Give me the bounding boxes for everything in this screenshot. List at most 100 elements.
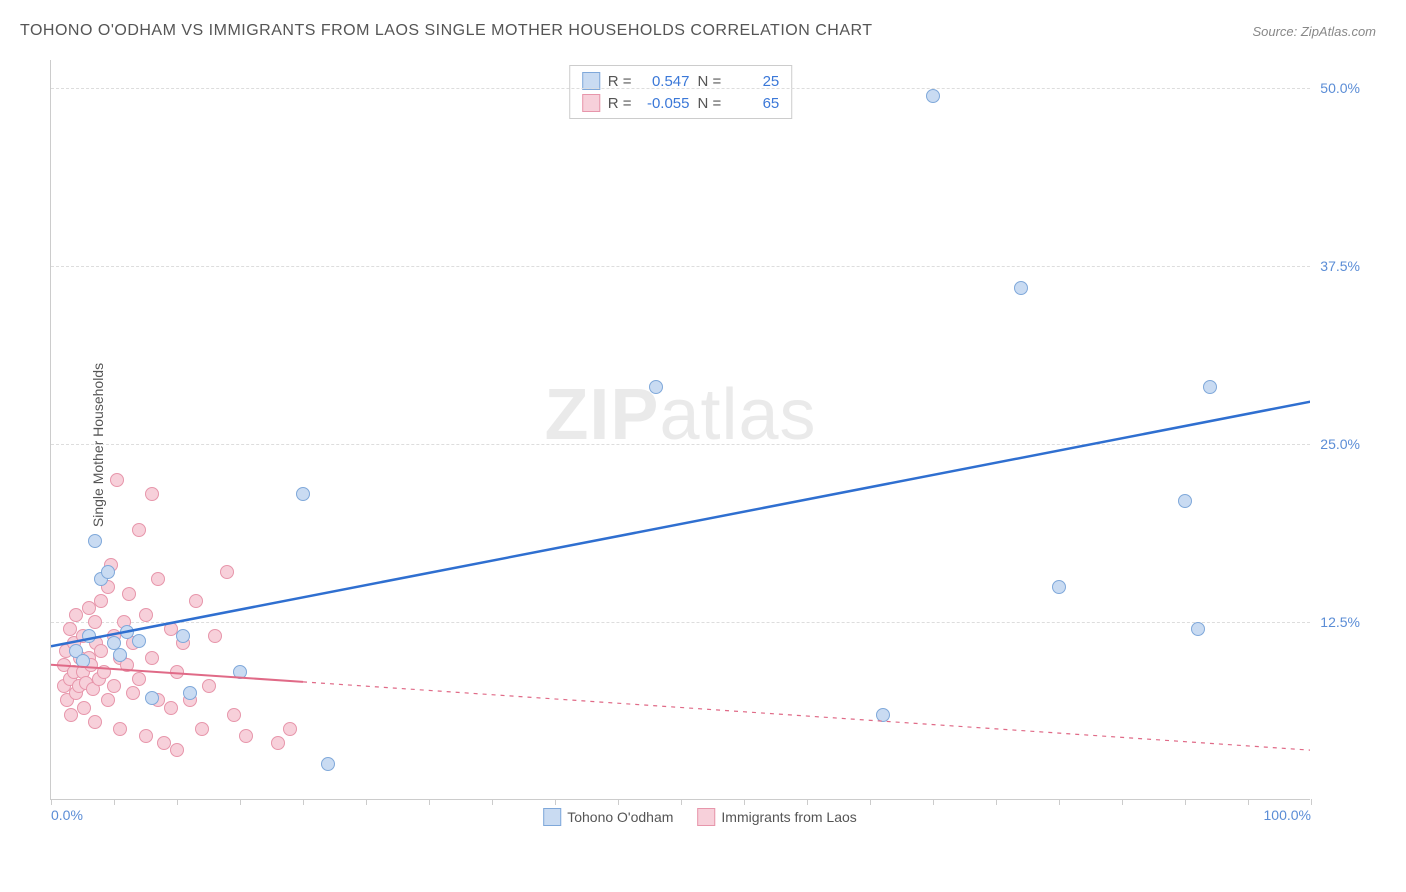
r-label: R = (608, 95, 632, 112)
x-tick (681, 799, 682, 805)
x-tick (177, 799, 178, 805)
series-legend: Tohono O'odham Immigrants from Laos (543, 808, 857, 826)
data-point (1178, 494, 1192, 508)
x-tick (1122, 799, 1123, 805)
x-tick (807, 799, 808, 805)
data-point (296, 487, 310, 501)
legend-swatch-1b (543, 808, 561, 826)
data-point (120, 625, 134, 639)
chart-area: Single Mother Households ZIPatlas R = 0.… (50, 60, 1350, 830)
data-point (233, 665, 247, 679)
legend-item-1: Tohono O'odham (543, 808, 673, 826)
legend-swatch-2 (582, 94, 600, 112)
n-value-2: 65 (729, 95, 779, 112)
x-tick (51, 799, 52, 805)
data-point (926, 89, 940, 103)
n-label: N = (698, 73, 722, 90)
data-point (1203, 380, 1217, 394)
chart-container: TOHONO O'ODHAM VS IMMIGRANTS FROM LAOS S… (0, 0, 1406, 892)
data-point (77, 701, 91, 715)
data-point (876, 708, 890, 722)
data-point (649, 380, 663, 394)
data-point (82, 629, 96, 643)
data-point (1191, 622, 1205, 636)
data-point (283, 722, 297, 736)
legend-swatch-2b (697, 808, 715, 826)
data-point (176, 629, 190, 643)
data-point (110, 473, 124, 487)
x-tick (240, 799, 241, 805)
data-point (132, 672, 146, 686)
x-tick (1185, 799, 1186, 805)
legend-item-2: Immigrants from Laos (697, 808, 856, 826)
x-tick (870, 799, 871, 805)
x-tick (114, 799, 115, 805)
y-tick-label: 50.0% (1315, 80, 1360, 96)
x-tick-label-right: 100.0% (1264, 807, 1311, 823)
data-point (239, 729, 253, 743)
data-point (195, 722, 209, 736)
data-point (164, 701, 178, 715)
data-point (101, 693, 115, 707)
legend-label-1: Tohono O'odham (567, 809, 673, 825)
data-point (151, 572, 165, 586)
x-tick (555, 799, 556, 805)
watermark-bold: ZIP (544, 375, 659, 455)
r-value-1: 0.547 (640, 73, 690, 90)
trend-lines (51, 60, 1310, 799)
legend-row-series-2: R = -0.055 N = 65 (582, 92, 780, 114)
data-point (220, 565, 234, 579)
x-tick (429, 799, 430, 805)
x-tick (492, 799, 493, 805)
data-point (113, 722, 127, 736)
data-point (202, 679, 216, 693)
data-point (113, 648, 127, 662)
x-tick (1059, 799, 1060, 805)
data-point (227, 708, 241, 722)
r-label: R = (608, 73, 632, 90)
y-tick-label: 37.5% (1315, 258, 1360, 274)
data-point (170, 665, 184, 679)
data-point (189, 594, 203, 608)
data-point (101, 565, 115, 579)
x-tick (1248, 799, 1249, 805)
data-point (145, 487, 159, 501)
x-tick (933, 799, 934, 805)
data-point (139, 729, 153, 743)
data-point (271, 736, 285, 750)
data-point (183, 686, 197, 700)
legend-swatch-1 (582, 72, 600, 90)
x-tick (366, 799, 367, 805)
gridline (51, 622, 1310, 623)
data-point (82, 601, 96, 615)
data-point (321, 757, 335, 771)
gridline (51, 444, 1310, 445)
data-point (126, 686, 140, 700)
data-point (107, 679, 121, 693)
y-tick-label: 12.5% (1315, 614, 1360, 630)
n-value-1: 25 (729, 73, 779, 90)
watermark-rest: atlas (659, 375, 816, 455)
source-attribution: Source: ZipAtlas.com (1252, 24, 1376, 39)
data-point (122, 587, 136, 601)
x-tick-label-left: 0.0% (51, 807, 83, 823)
data-point (145, 691, 159, 705)
data-point (64, 708, 78, 722)
n-label: N = (698, 95, 722, 112)
data-point (170, 743, 184, 757)
gridline (51, 266, 1310, 267)
data-point (88, 534, 102, 548)
data-point (88, 715, 102, 729)
y-tick-label: 25.0% (1315, 436, 1360, 452)
x-tick (744, 799, 745, 805)
x-tick (996, 799, 997, 805)
correlation-legend: R = 0.547 N = 25 R = -0.055 N = 65 (569, 65, 793, 119)
data-point (132, 634, 146, 648)
data-point (139, 608, 153, 622)
data-point (88, 615, 102, 629)
chart-title: TOHONO O'ODHAM VS IMMIGRANTS FROM LAOS S… (20, 22, 873, 40)
x-tick (1311, 799, 1312, 805)
data-point (76, 654, 90, 668)
data-point (1014, 281, 1028, 295)
data-point (208, 629, 222, 643)
